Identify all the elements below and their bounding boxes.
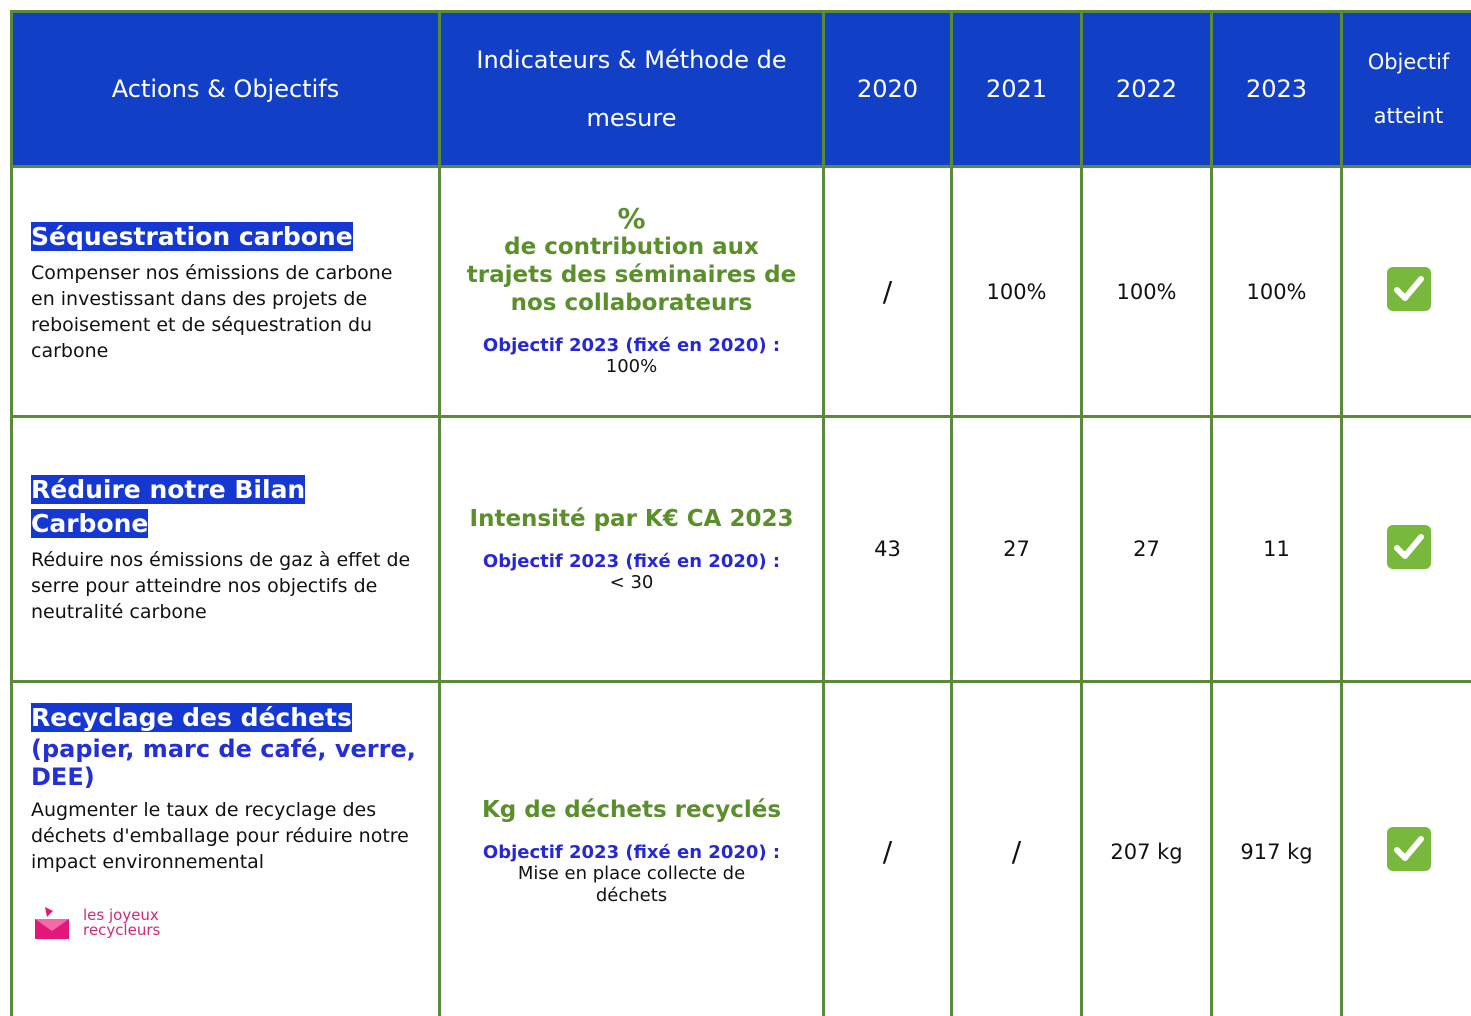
objective-label: Objectif 2023 (fixé en 2020) :	[482, 550, 781, 572]
action-description: Compenser nos émissions de carbone en in…	[31, 261, 393, 362]
logo-icon	[35, 907, 69, 939]
action-subtitle: (papier, marc de café, verre, DEE)	[31, 735, 416, 791]
check-icon	[1386, 827, 1431, 871]
year-value: /	[950, 680, 1083, 1016]
logo-line: les joyeux	[83, 906, 159, 924]
action-title: Séquestration carbone	[31, 221, 353, 251]
check-cell	[1340, 415, 1471, 683]
header-cell: 2023	[1210, 10, 1343, 168]
header-cell: 2021	[950, 10, 1083, 168]
indicator-cell: Kg de déchets recyclés Objectif 2023 (fix…	[438, 680, 825, 1016]
check-icon	[1386, 267, 1431, 311]
table: Actions & Objectifs Indicateurs & Méthode…	[10, 10, 1471, 1016]
year-value: 43	[822, 415, 953, 683]
indicator: Intensité par K€ CA 2023	[469, 505, 794, 532]
year-value: 27	[1080, 415, 1213, 683]
year-value: 207 kg	[1080, 680, 1213, 1016]
indicator-cell: % de contribution aux trajets des séminai…	[438, 165, 825, 418]
header-row: Actions & Objectifs Indicateurs & Méthode…	[10, 10, 1471, 168]
year-value: 100%	[1080, 165, 1213, 418]
table-row: Recyclage des déchets (papier, marc de ca…	[10, 680, 1471, 1016]
header-cell: Objectif atteint	[1340, 10, 1471, 168]
year-value: 917 kg	[1210, 680, 1343, 1016]
year-value: 100%	[1210, 165, 1343, 418]
indicator-cell: Intensité par K€ CA 2023 Objectif 2023 (f…	[438, 415, 825, 683]
action-cell: Séquestration carbone Compenser nos émiss…	[10, 165, 441, 418]
action-cell: Réduire notre Bilan Carbone Réduire nos é…	[10, 415, 441, 683]
action-description: Augmenter le taux de recyclage des déche…	[31, 799, 409, 873]
indicator: Kg de déchets recyclés	[481, 797, 782, 823]
table-row: Séquestration carbone Compenser nos émiss…	[10, 165, 1471, 418]
check-icon	[1386, 524, 1431, 569]
year-value: 27	[950, 415, 1083, 683]
table-row: Réduire notre Bilan Carbone Réduire nos é…	[10, 415, 1471, 683]
year-value: 100%	[950, 165, 1083, 418]
indicator: de contribution aux trajets des séminair…	[466, 234, 797, 316]
year-value: /	[822, 165, 953, 418]
action-title-wrap: Séquestration carbone	[31, 220, 420, 254]
action-cell: Recyclage des déchets (papier, marc de ca…	[10, 680, 441, 1016]
action-title: Recyclage des déchets	[31, 703, 352, 732]
objective-label: Objectif 2023 (fixé en 2020) :	[482, 335, 781, 356]
table-body: Séquestration carbone Compenser nos émiss…	[10, 165, 1471, 1016]
objective-value: Mise en place collecte de déchets	[517, 863, 746, 906]
header-cell: 2020	[822, 10, 953, 168]
header-cell: Indicateurs & Méthode de mesure	[438, 10, 825, 168]
objective-value: 100%	[605, 356, 658, 377]
logo-line: recycleurs	[83, 921, 161, 939]
check-cell	[1340, 680, 1471, 1016]
objective-label: Objectif 2023 (fixé en 2020) :	[482, 842, 781, 863]
objective-value: < 30	[609, 571, 654, 593]
year-value: 11	[1210, 415, 1343, 683]
action-description: Réduire nos émissions de gaz à effet de …	[31, 549, 411, 623]
logo: les joyeux recycleurs	[31, 905, 420, 941]
check-cell	[1340, 165, 1471, 418]
year-value: /	[822, 680, 953, 1016]
action-title: Réduire notre Bilan Carbone	[31, 475, 306, 538]
logo-text: les joyeux recycleurs	[83, 908, 160, 938]
action-title-wrap: Réduire notre Bilan Carbone	[31, 473, 420, 541]
header-cell: Actions & Objectifs	[10, 10, 441, 168]
indicator: %	[617, 202, 646, 235]
action-title-wrap: Recyclage des déchets	[31, 701, 420, 735]
header-cell: 2022	[1080, 10, 1213, 168]
